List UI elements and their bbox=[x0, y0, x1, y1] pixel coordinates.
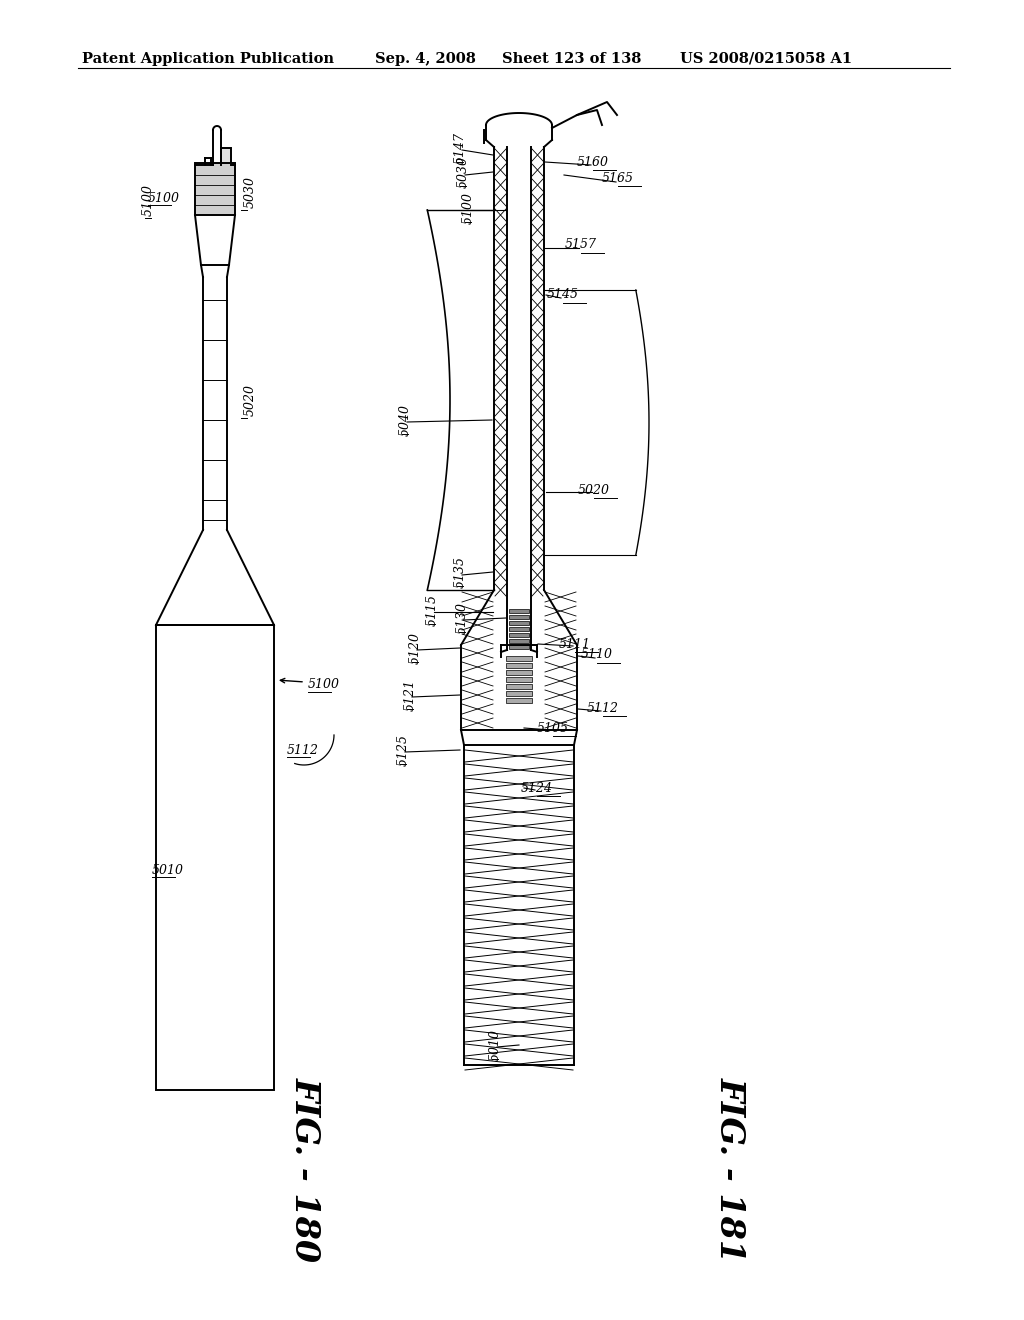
Bar bbox=[506, 671, 532, 675]
Text: 5121: 5121 bbox=[403, 678, 417, 711]
Text: 5130: 5130 bbox=[456, 602, 469, 634]
Text: 5125: 5125 bbox=[396, 734, 410, 766]
Text: 5010: 5010 bbox=[488, 1030, 502, 1061]
Text: 5040: 5040 bbox=[398, 404, 412, 436]
Text: 5115: 5115 bbox=[426, 594, 438, 626]
Bar bbox=[506, 684, 532, 689]
Text: 5124: 5124 bbox=[521, 781, 553, 795]
Text: 5030: 5030 bbox=[244, 176, 257, 209]
Text: 5165: 5165 bbox=[602, 172, 634, 185]
Text: 5020: 5020 bbox=[578, 483, 610, 496]
Text: 5157: 5157 bbox=[565, 239, 597, 252]
Text: 5120: 5120 bbox=[409, 632, 422, 664]
Text: 5112: 5112 bbox=[587, 701, 618, 714]
Bar bbox=[506, 698, 532, 704]
Bar bbox=[509, 627, 529, 631]
Text: FIG. - 181: FIG. - 181 bbox=[714, 1077, 746, 1262]
Text: 5145: 5145 bbox=[547, 289, 579, 301]
Bar bbox=[509, 609, 529, 612]
Text: 5100: 5100 bbox=[462, 191, 474, 224]
Text: 5111: 5111 bbox=[559, 638, 591, 651]
Bar bbox=[509, 645, 529, 649]
Text: 5100: 5100 bbox=[148, 191, 180, 205]
Bar bbox=[156, 624, 274, 1090]
Text: 5020: 5020 bbox=[244, 384, 257, 416]
Bar bbox=[509, 639, 529, 643]
Bar bbox=[221, 148, 231, 165]
Text: Sep. 4, 2008: Sep. 4, 2008 bbox=[375, 51, 476, 66]
Text: US 2008/0215058 A1: US 2008/0215058 A1 bbox=[680, 51, 852, 66]
Text: 5105: 5105 bbox=[537, 722, 569, 734]
Text: 5100: 5100 bbox=[141, 183, 155, 216]
Text: 5147: 5147 bbox=[454, 132, 467, 164]
Bar bbox=[506, 690, 532, 696]
Bar bbox=[509, 615, 529, 619]
Text: 5112: 5112 bbox=[287, 743, 319, 756]
Bar bbox=[506, 663, 532, 668]
Text: Sheet 123 of 138: Sheet 123 of 138 bbox=[502, 51, 641, 66]
Bar bbox=[506, 677, 532, 682]
Bar bbox=[509, 620, 529, 624]
Text: FIG. - 180: FIG. - 180 bbox=[289, 1077, 322, 1262]
FancyBboxPatch shape bbox=[195, 162, 234, 215]
Bar bbox=[509, 634, 529, 638]
Text: 5135: 5135 bbox=[454, 556, 467, 587]
Text: 5100: 5100 bbox=[308, 678, 340, 692]
Text: Patent Application Publication: Patent Application Publication bbox=[82, 51, 334, 66]
Text: 5010: 5010 bbox=[152, 863, 184, 876]
Text: 5110: 5110 bbox=[581, 648, 613, 661]
Text: 5160: 5160 bbox=[577, 156, 609, 169]
Bar bbox=[506, 656, 532, 661]
Text: 5030: 5030 bbox=[457, 156, 469, 187]
